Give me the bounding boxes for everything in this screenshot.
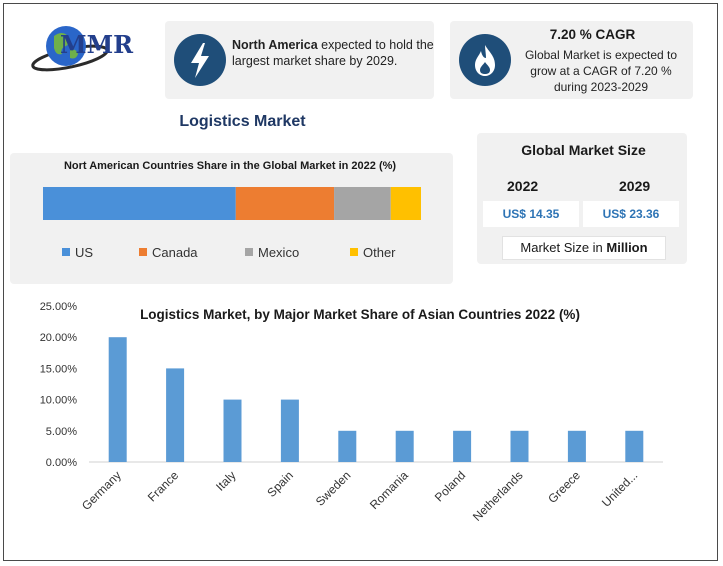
market-size-unit: Market Size in Million <box>502 236 666 260</box>
y-tick-label: 5.00% <box>46 426 77 438</box>
legend-canada: Canada <box>139 245 198 260</box>
bar-france <box>166 368 185 462</box>
na-bar-segment-mexico <box>334 187 391 220</box>
year-2022: 2022 <box>507 178 539 194</box>
legend-swatch-canada <box>139 248 147 256</box>
x-tick-label: Spain <box>264 468 296 500</box>
x-tick-label: Romania <box>367 468 411 512</box>
y-tick-label: 25.00% <box>40 301 78 313</box>
bar-germany <box>108 337 127 462</box>
x-tick-label: Poland <box>432 468 468 504</box>
bar-poland <box>453 430 472 462</box>
bar-greece <box>567 430 586 462</box>
y-tick-label: 20.00% <box>40 332 78 344</box>
bar-united <box>625 430 644 462</box>
y-tick-label: 0.00% <box>46 457 77 469</box>
global-market-size-title: Global Market Size <box>521 142 646 158</box>
bar-spain <box>280 399 299 462</box>
na-chart-title: Nort American Countries Share in the Glo… <box>63 160 397 172</box>
flame-icon <box>459 34 511 86</box>
na-bar-segment-canada <box>235 187 335 220</box>
bar-netherlands <box>510 430 529 462</box>
legend-mexico: Mexico <box>245 245 299 260</box>
lightning-icon <box>174 34 226 86</box>
legend-swatch-mexico <box>245 248 253 256</box>
x-tick-label: Italy <box>213 468 238 493</box>
mmr-logo <box>31 26 109 72</box>
cagr-text: Global Market is expected to grow at a C… <box>524 48 678 94</box>
year-2029: 2029 <box>619 178 651 194</box>
x-tick-label: Netherlands <box>470 468 526 524</box>
legend-swatch-us <box>62 248 70 256</box>
page-title: Logistics Market <box>179 113 306 130</box>
x-tick-label: United... <box>599 468 641 510</box>
logo-text: MMR <box>60 30 134 59</box>
value-2022: US$ 14.35 <box>483 201 579 227</box>
value-2029: US$ 23.36 <box>583 201 679 227</box>
y-tick-label: 15.00% <box>40 363 78 375</box>
bar-sweden <box>338 430 357 462</box>
north-america-text: North America expected to hold the large… <box>232 38 434 68</box>
bar-romania <box>395 430 414 462</box>
asia-chart-title: Logistics Market, by Major Market Share … <box>140 307 580 322</box>
x-tick-label: Greece <box>545 468 583 506</box>
x-tick-label: France <box>145 468 182 505</box>
na-bar-segment-other <box>390 187 421 220</box>
legend-us: US <box>62 245 93 260</box>
x-tick-label: Sweden <box>313 468 354 509</box>
cagr-title: 7.20 % CAGR <box>549 27 636 42</box>
na-bar-segment-us <box>43 187 236 220</box>
legend-other: Other <box>350 245 396 260</box>
x-tick-label: Germany <box>79 468 124 513</box>
legend-swatch-other <box>350 248 358 256</box>
bar-italy <box>223 399 242 462</box>
y-tick-label: 10.00% <box>40 395 78 407</box>
